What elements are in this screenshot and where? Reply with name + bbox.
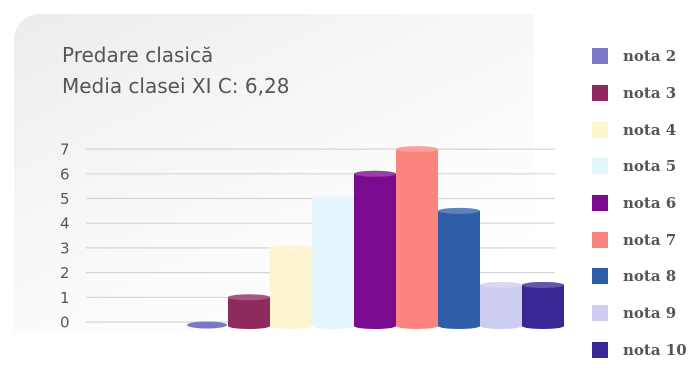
chart-legend: nota 2 nota 3 nota 4 nota 5 nota 6 nota 7 nota… xyxy=(592,38,687,368)
legend-swatch xyxy=(592,232,608,248)
legend-swatch xyxy=(592,195,608,211)
y-tick-label-1: 1 xyxy=(60,289,70,307)
legend-item-nota-10: nota 10 xyxy=(592,332,687,368)
y-tick-label-5: 5 xyxy=(60,190,70,208)
bar-nota-3 xyxy=(228,294,270,329)
bar-nota-4 xyxy=(270,245,312,329)
legend-swatch xyxy=(592,85,608,101)
bar-nota-5 xyxy=(312,196,354,330)
y-tick-label-7: 7 xyxy=(60,141,70,159)
bar-nota-2 xyxy=(187,322,227,329)
legend-label: nota 8 xyxy=(623,267,676,285)
bar-nota-8 xyxy=(438,208,480,329)
legend-item-nota-6: nota 6 xyxy=(592,185,687,222)
legend-label: nota 6 xyxy=(623,194,676,212)
legend-label: nota 2 xyxy=(623,47,676,65)
legend-label: nota 5 xyxy=(623,157,676,175)
legend-swatch xyxy=(592,342,608,358)
chart-container: Predare clasică Media clasei XI C: 6,28 … xyxy=(0,0,700,338)
y-tick-label-0: 0 xyxy=(60,314,70,332)
legend-label: nota 7 xyxy=(623,231,676,249)
legend-swatch xyxy=(592,48,608,64)
bar-nota-9 xyxy=(480,282,522,329)
legend-swatch xyxy=(592,305,608,321)
legend-item-nota-2: nota 2 xyxy=(592,38,687,75)
legend-item-nota-3: nota 3 xyxy=(592,75,687,112)
bar-nota-7 xyxy=(396,146,438,329)
legend-label: nota 9 xyxy=(623,304,676,322)
y-tick-label-2: 2 xyxy=(60,264,70,282)
bar-nota-6 xyxy=(354,171,396,329)
legend-item-nota-4: nota 4 xyxy=(592,111,687,148)
legend-item-nota-9: nota 9 xyxy=(592,295,687,332)
legend-swatch xyxy=(592,122,608,138)
y-tick-label-3: 3 xyxy=(60,239,70,257)
legend-swatch xyxy=(592,158,608,174)
y-tick-label-6: 6 xyxy=(60,165,70,183)
bar-nota-10 xyxy=(522,282,564,329)
legend-label: nota 4 xyxy=(623,121,676,139)
legend-item-nota-8: nota 8 xyxy=(592,258,687,295)
legend-label: nota 10 xyxy=(623,341,687,359)
legend-label: nota 3 xyxy=(623,84,676,102)
legend-swatch xyxy=(592,268,608,284)
legend-item-nota-7: nota 7 xyxy=(592,221,687,258)
y-tick-label-4: 4 xyxy=(60,215,70,233)
legend-item-nota-5: nota 5 xyxy=(592,148,687,185)
